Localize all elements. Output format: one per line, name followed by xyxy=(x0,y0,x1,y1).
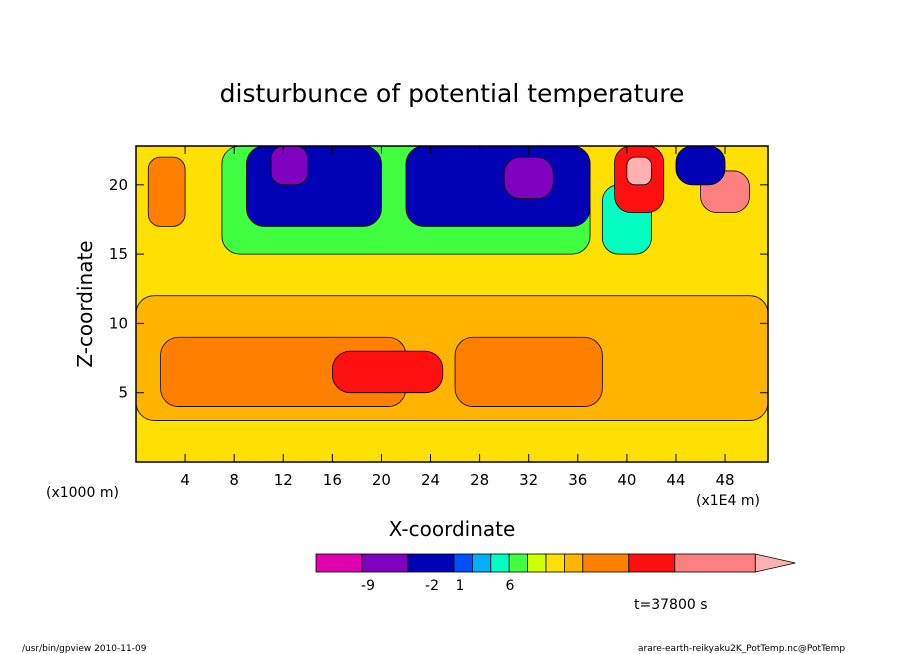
y-tick-label: 5 xyxy=(118,384,128,402)
colorbar-tick-label: 6 xyxy=(506,578,515,594)
contour-region xyxy=(270,145,309,186)
x-unit-left: (x1000 m) xyxy=(46,485,119,501)
colorbar-arrow xyxy=(754,553,796,573)
contour-region xyxy=(246,145,382,227)
x-tick-label: 48 xyxy=(716,471,735,489)
colorbar-tick-label: 1 xyxy=(456,578,465,594)
x-tick-label: 16 xyxy=(323,471,342,489)
x-tick-label: 28 xyxy=(470,471,489,489)
contour-region xyxy=(503,156,554,200)
contour-region xyxy=(147,156,186,227)
colorbar-swatch xyxy=(508,553,529,573)
y-tick-label: 10 xyxy=(109,314,128,332)
footer-left: /usr/bin/gpview 2010-11-09 xyxy=(22,644,147,654)
x-unit-right: (x1E4 m) xyxy=(696,493,760,509)
colorbar-swatch xyxy=(628,553,676,573)
colorbar-swatch xyxy=(315,553,363,573)
y-axis-label: Z-coordinate xyxy=(73,240,97,367)
chart-title: disturbunce of potential temperature xyxy=(220,79,685,108)
contour-region xyxy=(331,350,444,394)
colorbar-swatch xyxy=(361,553,409,573)
contour-region xyxy=(675,145,726,186)
colorbar-swatch xyxy=(564,553,584,573)
contour-region xyxy=(454,336,603,407)
x-tick-label: 36 xyxy=(568,471,587,489)
x-tick-label: 20 xyxy=(372,471,391,489)
x-tick-label: 40 xyxy=(617,471,636,489)
colorbar-tick-label: -9 xyxy=(361,578,375,594)
colorbar-swatch xyxy=(527,553,547,573)
colorbar-swatch xyxy=(545,553,565,573)
plot-area xyxy=(135,145,769,462)
contour-region xyxy=(405,145,591,227)
colorbar-swatch xyxy=(674,553,756,573)
x-tick-label: 12 xyxy=(274,471,293,489)
x-tick-label: 24 xyxy=(421,471,440,489)
x-axis-ticks: 4 8 12 16 20 24 28 32 36 40 44 48 xyxy=(180,146,735,489)
x-tick-label: 8 xyxy=(229,471,239,489)
y-tick-label: 20 xyxy=(109,176,128,194)
plot-frame xyxy=(135,145,769,463)
colorbar-swatch xyxy=(453,553,473,573)
colorbar xyxy=(315,553,796,573)
y-tick-label: 15 xyxy=(109,245,128,263)
x-tick-label: 32 xyxy=(519,471,538,489)
y-axis-ticks: 5 10 15 20 xyxy=(109,176,768,402)
colorbar-swatch xyxy=(582,553,630,573)
colorbar-tick-labels: -9 -2 1 6 xyxy=(361,578,515,594)
colorbar-swatch xyxy=(490,553,510,573)
x-tick-label: 44 xyxy=(666,471,685,489)
colorbar-tick-label: -2 xyxy=(425,578,439,594)
time-label: t=37800 s xyxy=(634,597,708,613)
footer-right: arare-earth-reikyaku2K_PotTemp.nc@PotTem… xyxy=(638,644,845,654)
colorbar-swatch xyxy=(407,553,455,573)
x-axis-label: X-coordinate xyxy=(389,517,516,541)
contour-region xyxy=(626,156,652,186)
x-tick-label: 4 xyxy=(180,471,190,489)
colorbar-swatch xyxy=(471,553,492,573)
